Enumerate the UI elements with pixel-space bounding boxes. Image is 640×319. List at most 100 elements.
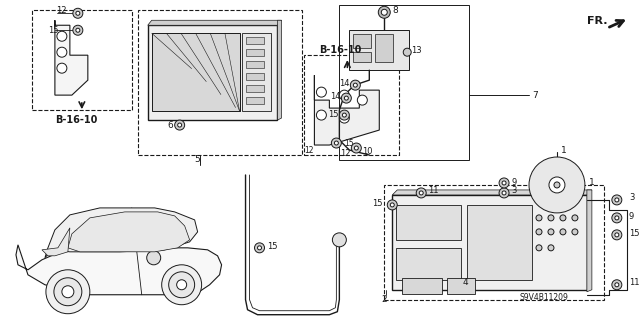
Circle shape: [612, 230, 622, 240]
Circle shape: [332, 233, 346, 247]
Circle shape: [339, 113, 349, 123]
Polygon shape: [42, 228, 70, 256]
Text: 4: 4: [462, 278, 468, 287]
Circle shape: [334, 141, 339, 145]
Circle shape: [73, 8, 83, 18]
Text: 7: 7: [532, 91, 538, 100]
Circle shape: [416, 188, 426, 198]
Circle shape: [57, 47, 67, 57]
Text: 15: 15: [629, 229, 639, 238]
Circle shape: [54, 278, 82, 306]
Text: 9: 9: [629, 212, 634, 221]
Circle shape: [403, 48, 412, 56]
Bar: [246, 73, 264, 80]
Polygon shape: [45, 208, 198, 258]
Bar: [353, 34, 371, 48]
Text: 15: 15: [48, 26, 58, 35]
Text: 6: 6: [168, 121, 173, 130]
Polygon shape: [16, 245, 221, 295]
Bar: [32, 10, 132, 110]
Circle shape: [257, 246, 262, 250]
Circle shape: [344, 96, 348, 100]
Circle shape: [316, 87, 326, 97]
Text: 10: 10: [362, 146, 373, 156]
Bar: [403, 278, 442, 294]
Circle shape: [419, 191, 423, 195]
Text: B-16-10: B-16-10: [55, 115, 97, 125]
Polygon shape: [55, 20, 88, 95]
Text: 3: 3: [511, 186, 516, 196]
Circle shape: [549, 177, 565, 193]
Text: 15: 15: [372, 199, 383, 208]
Text: 1: 1: [589, 178, 595, 188]
Circle shape: [615, 233, 619, 237]
Circle shape: [560, 215, 566, 221]
Circle shape: [390, 203, 394, 207]
Circle shape: [162, 265, 202, 305]
Text: FR.: FR.: [587, 16, 607, 26]
Bar: [384, 185, 604, 300]
Text: 13: 13: [412, 46, 422, 55]
Circle shape: [548, 245, 554, 251]
Text: 5: 5: [195, 155, 200, 165]
Circle shape: [536, 215, 542, 221]
Circle shape: [387, 200, 397, 210]
Circle shape: [73, 25, 83, 35]
Circle shape: [62, 286, 74, 298]
Circle shape: [353, 83, 357, 87]
Bar: [148, 25, 278, 120]
Polygon shape: [278, 20, 282, 120]
Bar: [152, 33, 239, 111]
Text: 3: 3: [629, 193, 634, 203]
Circle shape: [341, 93, 351, 103]
Bar: [246, 37, 264, 44]
Bar: [305, 55, 399, 155]
Polygon shape: [68, 212, 189, 252]
Circle shape: [615, 198, 619, 202]
Circle shape: [355, 146, 358, 150]
Polygon shape: [392, 190, 592, 195]
Bar: [396, 248, 461, 280]
Text: 8: 8: [392, 6, 398, 15]
Bar: [241, 33, 271, 111]
Bar: [246, 97, 264, 104]
Circle shape: [548, 229, 554, 235]
Text: 15: 15: [268, 242, 278, 251]
Bar: [392, 195, 587, 290]
Text: 1: 1: [561, 145, 566, 154]
Circle shape: [536, 245, 542, 251]
Circle shape: [612, 280, 622, 290]
Bar: [396, 205, 461, 240]
Circle shape: [615, 216, 619, 220]
Bar: [375, 34, 393, 62]
Text: 15: 15: [344, 138, 354, 147]
Circle shape: [147, 251, 161, 265]
Circle shape: [378, 6, 390, 18]
Circle shape: [46, 270, 90, 314]
Circle shape: [572, 229, 578, 235]
Text: 11: 11: [428, 186, 438, 196]
Circle shape: [536, 229, 542, 235]
Circle shape: [381, 9, 387, 15]
Circle shape: [57, 31, 67, 41]
Circle shape: [560, 229, 566, 235]
Bar: [349, 30, 409, 70]
Circle shape: [169, 272, 195, 298]
Circle shape: [499, 178, 509, 188]
Polygon shape: [587, 190, 592, 292]
Bar: [246, 49, 264, 56]
Circle shape: [76, 11, 80, 15]
Text: 11: 11: [629, 278, 639, 287]
Circle shape: [612, 213, 622, 223]
Polygon shape: [314, 75, 380, 145]
Text: 15: 15: [328, 110, 339, 119]
Circle shape: [612, 195, 622, 205]
Text: S9V4B11209: S9V4B11209: [519, 293, 568, 302]
Text: 12: 12: [56, 6, 67, 15]
Circle shape: [350, 80, 360, 90]
Circle shape: [76, 28, 80, 32]
Circle shape: [615, 283, 619, 287]
Bar: [246, 85, 264, 92]
Text: B-16-10: B-16-10: [319, 45, 362, 55]
Circle shape: [548, 215, 554, 221]
